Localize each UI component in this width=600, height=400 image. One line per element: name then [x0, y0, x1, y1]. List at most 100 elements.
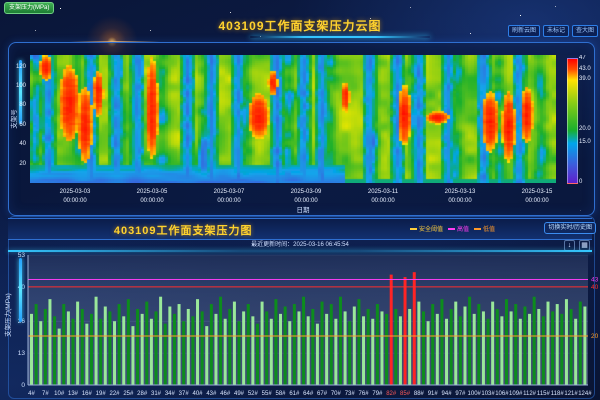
toggle-realtime-history-button[interactable]: 切换实时/历史图 [544, 222, 596, 234]
colorbar-tick-label: 20.0 [579, 126, 591, 133]
colorbar-tick-label: 43.0 [579, 65, 591, 72]
svg-text:118#: 118# [551, 391, 565, 397]
svg-text:55#: 55# [262, 391, 273, 397]
svg-text:7#: 7# [42, 391, 49, 397]
y-tick-label: 100 [15, 83, 26, 90]
svg-text:13#: 13# [68, 391, 79, 397]
svg-text:97#: 97# [455, 391, 466, 397]
svg-text:115#: 115# [537, 391, 551, 397]
legend-label: 安全阈值 [418, 227, 443, 233]
cloud-map-title: 403109工作面支架压力云图 [218, 19, 382, 33]
svg-text:67#: 67# [317, 391, 328, 397]
colorbar-tick-label: 39.0 [579, 76, 591, 83]
y-tick-label: 40 [19, 141, 26, 148]
pressure-chart-legend: 安全阈值 高值 低值 [409, 224, 495, 233]
svg-text:100#: 100# [468, 391, 482, 397]
svg-text:94#: 94# [442, 391, 453, 397]
colorbar-tick-label: 47 [579, 55, 586, 61]
x-tick-label: 2025-03-13 00:00:00 [444, 189, 476, 204]
x-tick-label: 2025-03-07 00:00:00 [213, 189, 245, 204]
svg-text:112#: 112# [523, 391, 537, 397]
svg-text:37#: 37# [179, 391, 190, 397]
svg-text:49#: 49# [234, 391, 245, 397]
svg-text:16#: 16# [82, 391, 93, 397]
x-tick-label: 2025-03-03 00:00:00 [59, 189, 91, 204]
svg-text:91#: 91# [428, 391, 439, 397]
barchart-y-axis-title: 支架压力(MPa) [5, 293, 12, 337]
y-tick-label: 60 [19, 121, 26, 128]
svg-text:88#: 88# [414, 391, 425, 397]
legend-item-0[interactable]: 安全阈值 [409, 224, 443, 233]
svg-text:46#: 46# [220, 391, 231, 397]
enlarge-button[interactable]: 查大图 [571, 25, 598, 37]
data-update-time: 最近更新时间：2025-03-16 06:45:54 [251, 242, 349, 248]
legend-dash [473, 227, 481, 230]
svg-text:40#: 40# [193, 391, 204, 397]
svg-text:70#: 70# [331, 391, 342, 397]
support-pressure-unit-button[interactable]: 支架压力(MPa) [4, 2, 55, 14]
legend-label: 低值 [482, 227, 495, 233]
svg-text:121#: 121# [564, 391, 578, 397]
svg-text:106#: 106# [495, 391, 509, 397]
legend-dash [409, 227, 417, 230]
cloud-map-toolbar: 刷新云图 未标记 查大图 [507, 25, 598, 37]
panel-accent-bar [19, 60, 22, 124]
svg-text:103#: 103# [481, 391, 495, 397]
x-tick-label: 2025-03-09 00:00:00 [290, 189, 322, 204]
svg-text:31#: 31# [151, 391, 162, 397]
svg-text:26: 26 [18, 318, 26, 325]
refresh-cloud-button[interactable]: 刷新云图 [507, 25, 540, 37]
svg-text:58#: 58# [276, 391, 287, 397]
y-tick-label: 120 [15, 63, 26, 70]
svg-text:28#: 28# [137, 391, 148, 397]
svg-text:61#: 61# [289, 391, 300, 397]
svg-text:79#: 79# [372, 391, 383, 397]
svg-text:73#: 73# [345, 391, 356, 397]
pressure-chart-header: 403109工作面支架压力图 [8, 218, 592, 240]
legend-item-2[interactable]: 低值 [473, 224, 495, 233]
star-background [0, 0, 1, 1]
y-tick-label: 80 [19, 102, 26, 109]
pressure-chart-title: 403109工作面支架压力图 [113, 225, 253, 237]
pressure-cloud-heatmap[interactable] [30, 55, 556, 183]
x-tick-label: 2025-03-15 00:00:00 [521, 189, 553, 204]
pressure-chart-panel [8, 216, 595, 399]
svg-text:25#: 25# [123, 391, 134, 397]
svg-text:43#: 43# [206, 391, 217, 397]
heatmap-y-axis-title: 支架号 [11, 109, 18, 129]
svg-text:52#: 52# [248, 391, 259, 397]
svg-text:22#: 22# [110, 391, 121, 397]
title-underline-decoration [250, 36, 430, 38]
svg-text:34#: 34# [165, 391, 176, 397]
svg-text:64#: 64# [303, 391, 314, 397]
support-pressure-bar-chart[interactable]: 0132640534340204#7#10#13#16#19#22#25#28#… [0, 250, 600, 400]
svg-text:76#: 76# [359, 391, 370, 397]
heatmap-x-axis-title: 日期 [296, 207, 310, 214]
svg-text:85#: 85# [400, 391, 411, 397]
y-tick-label: 20 [19, 160, 26, 167]
svg-text:0: 0 [21, 382, 25, 389]
svg-text:109#: 109# [509, 391, 523, 397]
header-glow-line [8, 250, 592, 252]
svg-text:13: 13 [18, 350, 26, 357]
x-tick-label: 2025-03-05 00:00:00 [136, 189, 168, 204]
svg-text:40: 40 [591, 284, 599, 291]
legend-label: 高值 [456, 227, 469, 233]
colorbar-tick-label: 15.0 [579, 139, 591, 146]
legend-item-1[interactable]: 高值 [447, 224, 469, 233]
svg-text:124#: 124# [578, 391, 592, 397]
lens-flare-decoration [70, 41, 160, 42]
legend-dash [447, 227, 455, 230]
unmarked-button[interactable]: 未标记 [542, 25, 569, 37]
colorbar-tick-label: 0 [579, 179, 583, 185]
panel-accent-bar [19, 258, 22, 322]
svg-text:53: 53 [18, 252, 26, 259]
x-tick-label: 2025-03-11 00:00:00 [367, 189, 399, 204]
svg-text:82#: 82# [386, 391, 397, 397]
svg-text:19#: 19# [96, 391, 107, 397]
svg-text:10#: 10# [54, 391, 65, 397]
svg-text:20: 20 [591, 333, 599, 340]
svg-text:43: 43 [591, 277, 599, 284]
svg-text:4#: 4# [28, 391, 35, 397]
